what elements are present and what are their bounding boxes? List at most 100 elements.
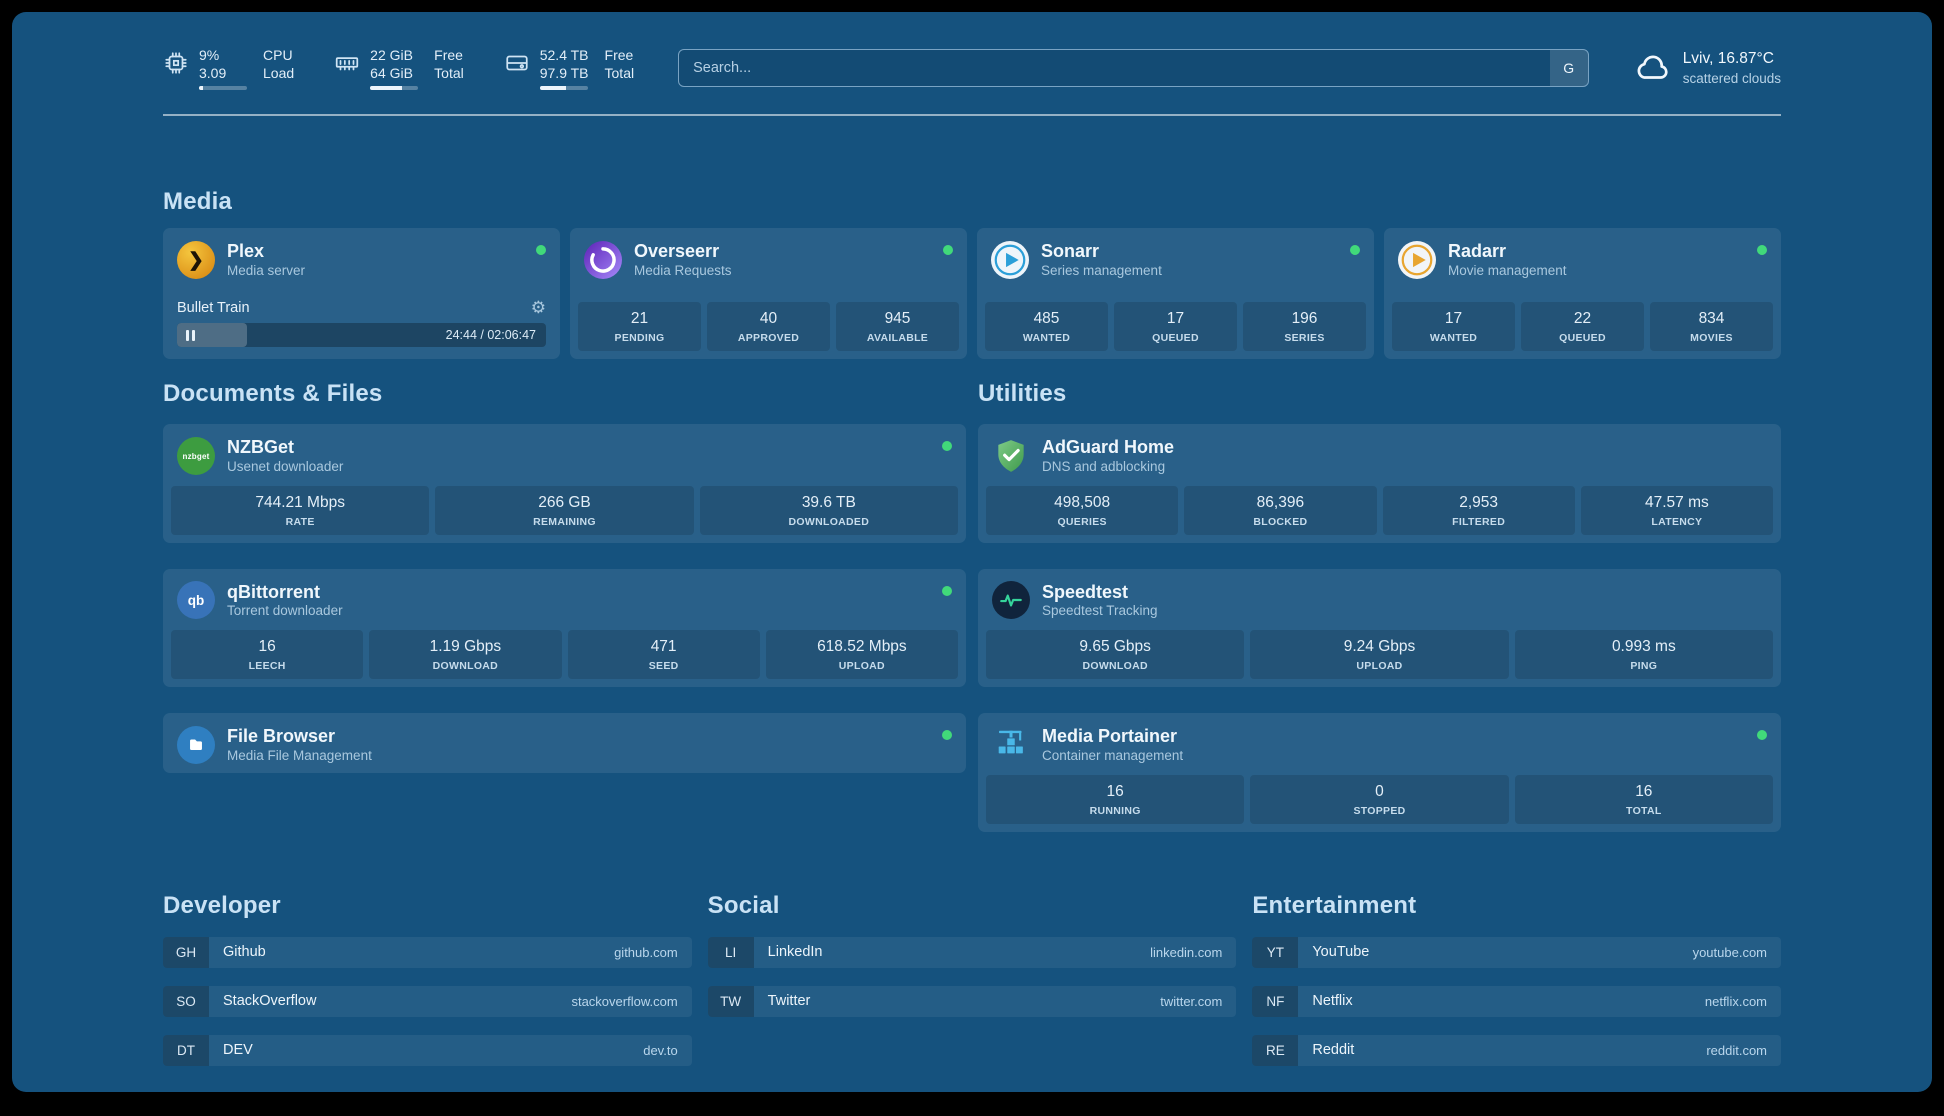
stat-tile: 2,953 FILTERED: [1382, 485, 1575, 535]
stats-row: 17 WANTED 22 QUEUED 834 MOVIES: [1384, 300, 1781, 359]
cloud-icon: [1633, 49, 1671, 87]
dashboard-page: 9% 3.09 CPU Load 22 GiB: [12, 12, 1932, 1092]
memory-free-label: Free: [434, 47, 463, 63]
stat-value: 945: [884, 310, 911, 328]
weather-widget: Lviv, 16.87°C scattered clouds: [1633, 49, 1781, 88]
status-dot: [942, 441, 952, 452]
disk-usage-bar: [539, 86, 588, 91]
sonarr-header[interactable]: Sonarr Series management: [977, 228, 1374, 287]
nzbget-header[interactable]: nzbget NZBGet Usenet downloader: [163, 424, 966, 483]
bookmark-twitter[interactable]: TW Twitter twitter.com: [707, 985, 1237, 1017]
stat-label: QUEUED: [1152, 332, 1199, 345]
stat-value: 17: [1444, 310, 1463, 328]
search-provider-button[interactable]: G: [1549, 50, 1588, 87]
memory-usage-bar: [370, 86, 419, 91]
service-name: Sonarr: [1041, 241, 1100, 262]
qbittorrent-header[interactable]: qb qBittorrent Torrent downloader: [163, 569, 966, 628]
adguard-shield-icon: [992, 437, 1030, 475]
service-subtitle: Movie management: [1448, 262, 1567, 278]
filebrowser-icon: [177, 725, 215, 764]
service-subtitle: DNS and adblocking: [1042, 458, 1166, 474]
media-cards-row: ❯ Plex Media server Bullet Train ⚙: [163, 228, 1781, 360]
plex-icon: ❯: [177, 241, 215, 280]
search-input[interactable]: [678, 49, 1589, 88]
overseerr-header[interactable]: Overseerr Media Requests: [570, 228, 967, 287]
status-dot: [942, 730, 952, 741]
stat-tile: 16 TOTAL: [1514, 774, 1773, 824]
memory-icon: [334, 50, 360, 76]
service-card-qbittorrent: qb qBittorrent Torrent downloader 16 LEE…: [163, 568, 966, 688]
service-card-nzbget: nzbget NZBGet Usenet downloader 744.21 M…: [163, 424, 966, 543]
stat-tile: 196 SERIES: [1243, 302, 1366, 352]
section-title-social: Social: [707, 891, 780, 919]
stat-label: AVAILABLE: [866, 332, 929, 345]
stat-tile: 21 PENDING: [578, 302, 701, 352]
bookmark-domain: netflix.com: [1704, 993, 1768, 1009]
documents-column: Documents & Files nzbget NZBGet Usenet d…: [163, 380, 966, 831]
utilities-column: Utilities AdGuard Home: [978, 380, 1781, 832]
pause-icon[interactable]: [186, 329, 195, 341]
stat-tile: 17 QUEUED: [1114, 302, 1237, 352]
stat-value: 1.19 Gbps: [429, 638, 502, 656]
stat-tile: 0.993 ms PING: [1514, 630, 1773, 680]
portainer-header[interactable]: Media Portainer Container management: [978, 713, 1781, 772]
cpu-percent: 9%: [199, 47, 220, 63]
bookmark-abbr: SO: [163, 985, 209, 1017]
speedtest-header[interactable]: Speedtest Speedtest Tracking: [978, 569, 1781, 628]
section-title-utilities: Utilities: [978, 380, 1067, 408]
bookmark-dev[interactable]: DT DEV dev.to: [163, 1034, 692, 1066]
stat-tile: 498,508 QUERIES: [986, 485, 1179, 535]
bookmark-youtube[interactable]: YT YouTube youtube.com: [1252, 936, 1782, 968]
bookmark-domain: reddit.com: [1706, 1042, 1768, 1058]
bookmark-domain: stackoverflow.com: [571, 993, 678, 1009]
bookmark-domain: twitter.com: [1160, 993, 1223, 1009]
stat-label: SERIES: [1284, 332, 1325, 345]
service-name: Media Portainer: [1042, 726, 1178, 747]
bookmark-reddit[interactable]: RE Reddit reddit.com: [1252, 1034, 1782, 1066]
gear-icon[interactable]: ⚙: [530, 298, 546, 318]
bookmark-domain: linkedin.com: [1150, 944, 1223, 960]
radarr-header[interactable]: Radarr Movie management: [1384, 228, 1781, 287]
search-bar: G: [678, 49, 1589, 88]
stats-row: 9.65 Gbps DOWNLOAD 9.24 Gbps UPLOAD 0.99…: [978, 628, 1781, 687]
stat-label: QUERIES: [1057, 515, 1107, 528]
bookmark-netflix[interactable]: NF Netflix netflix.com: [1252, 985, 1782, 1017]
service-name: NZBGet: [227, 437, 294, 458]
bookmark-abbr: NF: [1252, 985, 1299, 1017]
playback-progress-bar[interactable]: 24:44 / 02:06:47: [177, 323, 546, 348]
stat-label: DOWNLOAD: [1082, 660, 1148, 673]
speedtest-pulse-icon: [992, 581, 1030, 620]
bookmark-stackoverflow[interactable]: SO StackOverflow stackoverflow.com: [163, 985, 692, 1017]
stat-value: 0.993 ms: [1611, 638, 1676, 656]
stat-label: TOTAL: [1626, 804, 1662, 817]
stat-value: 744.21 Mbps: [255, 493, 345, 511]
stats-row: 485 WANTED 17 QUEUED 196 SERIES: [977, 300, 1374, 359]
bookmark-abbr: DT: [163, 1034, 209, 1066]
bookmark-name: Netflix: [1312, 993, 1353, 1009]
sonarr-icon: [991, 241, 1029, 280]
stat-tile: 834 MOVIES: [1650, 302, 1773, 352]
plex-now-playing: Bullet Train ⚙ 24:44 / 02:06:47: [163, 299, 560, 359]
filebrowser-header[interactable]: File Browser Media File Management: [163, 713, 966, 772]
service-subtitle: Speedtest Tracking: [1042, 603, 1158, 619]
service-card-speedtest: Speedtest Speedtest Tracking 9.65 Gbps D…: [978, 568, 1781, 688]
plex-header[interactable]: ❯ Plex Media server: [163, 228, 560, 287]
bookmark-linkedin[interactable]: LI LinkedIn linkedin.com: [707, 936, 1237, 968]
adguard-header[interactable]: AdGuard Home DNS and adblocking: [978, 424, 1781, 483]
stat-label: PING: [1630, 660, 1658, 673]
stat-tile: 744.21 Mbps RATE: [171, 485, 430, 535]
stat-value: 16: [258, 638, 276, 656]
disk-free-label: Free: [604, 47, 634, 63]
service-name: Plex: [227, 241, 265, 262]
stat-label: REMAINING: [533, 515, 596, 528]
stat-tile: 471 SEED: [567, 630, 760, 680]
stat-label: RATE: [285, 515, 315, 528]
bookmark-github[interactable]: GH Github github.com: [163, 936, 692, 968]
radarr-icon: [1398, 241, 1436, 280]
bookmark-name: Github: [223, 944, 266, 960]
stat-value: 16: [1635, 782, 1653, 800]
service-card-radarr: Radarr Movie management 17 WANTED 22 QUE…: [1384, 228, 1781, 360]
playback-time: 24:44 / 02:06:47: [445, 328, 536, 343]
status-dot: [1757, 245, 1767, 256]
stat-value: 40: [759, 310, 778, 328]
